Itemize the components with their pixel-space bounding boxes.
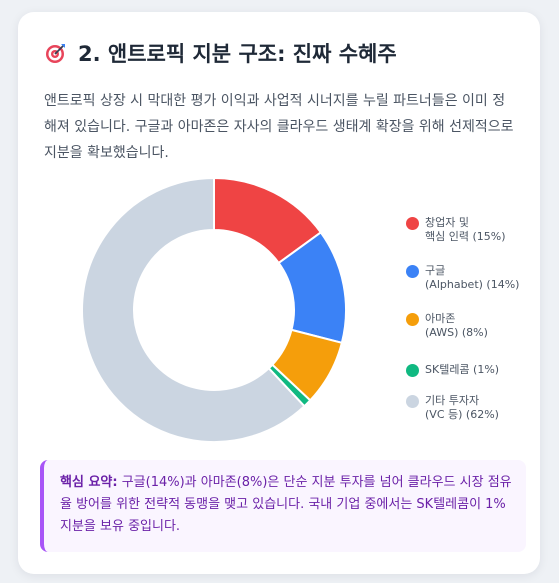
legend-label-line: (Alphabet) (14%)	[425, 278, 520, 291]
legend-label-line: 핵심 인력 (15%)	[425, 230, 506, 243]
legend-swatch	[406, 313, 419, 326]
summary-callout: 핵심 요약: 구글(14%)과 아마존(8%)은 단순 지분 투자를 넘어 클라…	[40, 460, 526, 552]
legend-label-line: SK텔레콤 (1%)	[425, 363, 500, 376]
legend-label-line: (AWS) (8%)	[425, 326, 488, 339]
section-description: 앤트로픽 상장 시 막대한 평가 이익과 사업적 시너지를 누릴 파트너들은 이…	[44, 93, 514, 161]
legend-label-line: 아마존	[425, 312, 456, 325]
legend-label: 창업자 및 핵심 인력 (15%)	[425, 216, 506, 244]
summary-text: 구글(14%)과 아마존(8%)은 단순 지분 투자를 넘어 클라우드 시장 점…	[60, 475, 512, 534]
legend-item-1[interactable]: 구글 (Alphabet) (14%)	[406, 264, 519, 292]
legend-label: 아마존 (AWS) (8%)	[425, 312, 488, 340]
legend-label-line: (VC 등) (62%)	[425, 408, 499, 421]
legend-swatch	[406, 217, 419, 230]
summary-label: 핵심 요약:	[60, 475, 118, 490]
section-title: 2. 앤트로픽 지분 구조: 진짜 수혜주	[44, 38, 397, 68]
legend-label-line: 창업자 및	[425, 216, 469, 229]
doughnut-slice-4[interactable]	[81, 176, 306, 443]
legend-label-line: 기타 투자자	[425, 394, 480, 407]
target-icon	[44, 41, 68, 65]
legend-swatch	[406, 265, 419, 278]
legend-item-0[interactable]: 창업자 및 핵심 인력 (15%)	[406, 216, 506, 244]
legend-swatch	[406, 364, 419, 377]
equity-structure-card: 2. 앤트로픽 지분 구조: 진짜 수혜주 앤트로픽 상장 시 막대한 평가 이…	[18, 12, 540, 574]
legend-swatch	[406, 395, 419, 408]
legend-item-4[interactable]: 기타 투자자 (VC 등) (62%)	[406, 394, 499, 422]
legend-label: 기타 투자자 (VC 등) (62%)	[425, 394, 499, 422]
legend-label: 구글 (Alphabet) (14%)	[425, 264, 519, 292]
legend-label-line: 구글	[425, 264, 446, 277]
legend-label: SK텔레콤 (1%)	[425, 363, 499, 377]
title-text: 2. 앤트로픽 지분 구조: 진짜 수혜주	[78, 42, 397, 66]
legend-item-2[interactable]: 아마존 (AWS) (8%)	[406, 312, 488, 340]
legend-item-3[interactable]: SK텔레콤 (1%)	[406, 363, 499, 377]
